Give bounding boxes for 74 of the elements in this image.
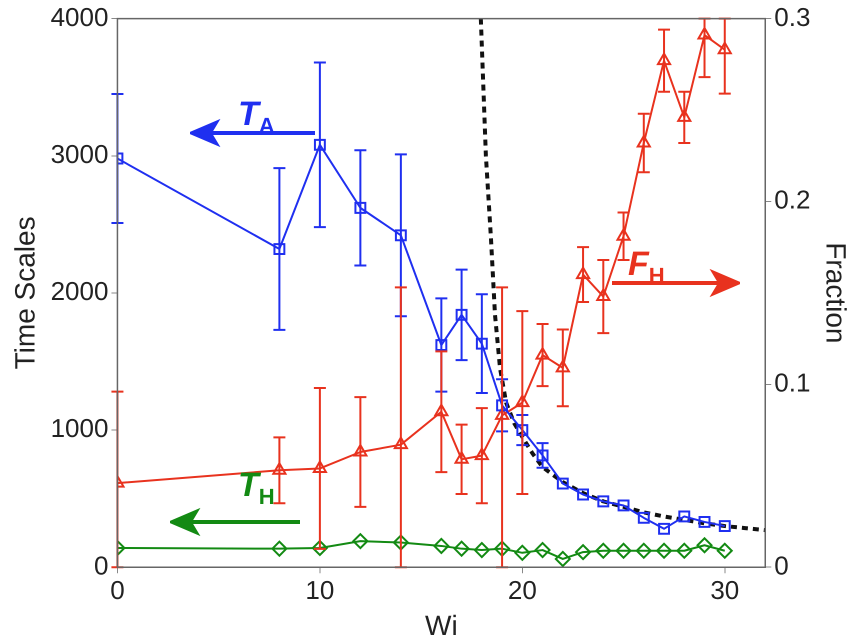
point (354, 202, 366, 214)
point (534, 542, 551, 558)
point (618, 500, 630, 512)
point (636, 542, 652, 559)
point (456, 308, 468, 321)
y-tick-label: 2000 (50, 276, 108, 306)
point (536, 449, 549, 462)
point (575, 544, 592, 560)
point (676, 542, 692, 559)
point (454, 451, 469, 464)
y2-axis-title: Fraction (820, 242, 852, 344)
point (435, 339, 448, 351)
point (677, 109, 692, 122)
point (656, 542, 672, 559)
point (394, 436, 408, 450)
point (474, 448, 489, 460)
y2-tick-label: 0.3 (774, 2, 810, 32)
point (616, 228, 631, 241)
point (496, 399, 508, 412)
x-tick-label: 10 (305, 574, 334, 605)
point (595, 542, 612, 559)
point (678, 510, 690, 522)
point (273, 243, 286, 255)
point (656, 52, 672, 66)
x-tick-label: 30 (710, 574, 740, 605)
y-tick-label: 4000 (50, 2, 108, 32)
point (658, 522, 670, 535)
point (394, 229, 407, 242)
y2-tick-label: 0.2 (774, 184, 810, 215)
point (312, 540, 328, 556)
point (597, 495, 610, 508)
point (516, 424, 528, 436)
point (576, 266, 590, 280)
point (536, 347, 550, 360)
y-tick-label: 0 (94, 550, 108, 580)
point (515, 394, 530, 408)
point (392, 534, 409, 551)
point (312, 460, 327, 473)
point (272, 462, 286, 475)
x-tick-label: 20 (508, 574, 537, 605)
point (494, 540, 510, 557)
point (718, 42, 732, 54)
y-tick-label: 1000 (50, 413, 108, 444)
y2-tick-label: 0.1 (774, 368, 810, 398)
annotation: T$_{H}$ (238, 466, 275, 510)
point (476, 338, 488, 350)
point (636, 134, 651, 148)
point (514, 544, 530, 561)
point (698, 516, 710, 528)
y-axis-title: Time Scales (10, 216, 41, 370)
point (638, 512, 650, 524)
point (556, 360, 570, 372)
line-series (478, 18, 766, 532)
point (556, 478, 569, 490)
point (434, 404, 448, 416)
point (718, 520, 731, 532)
point (314, 138, 326, 151)
point (554, 550, 571, 567)
point (474, 542, 490, 558)
point (271, 540, 288, 557)
point (352, 533, 368, 550)
x-axis-title: Wi (425, 610, 458, 641)
point (697, 27, 712, 40)
point (596, 288, 610, 302)
point (696, 537, 713, 554)
point (616, 542, 632, 559)
point (495, 407, 510, 420)
point (433, 538, 450, 554)
y2-tick-label: 0 (774, 550, 789, 580)
point (454, 540, 470, 557)
point (577, 488, 590, 500)
y-tick-label: 3000 (50, 138, 108, 169)
point (353, 444, 368, 456)
point (716, 542, 733, 559)
